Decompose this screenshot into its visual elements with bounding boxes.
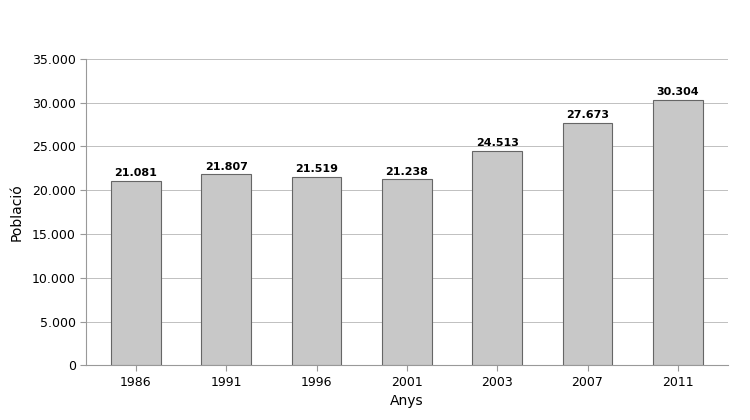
Bar <box>562 123 612 365</box>
Bar <box>382 179 432 365</box>
Y-axis label: Població: Població <box>10 183 23 241</box>
Bar <box>111 181 160 365</box>
Text: 21.081: 21.081 <box>115 168 158 178</box>
Text: 21.519: 21.519 <box>295 164 338 174</box>
Text: Demografia: Demografia <box>9 11 155 31</box>
Bar <box>292 177 341 365</box>
Text: 27.673: 27.673 <box>566 110 609 121</box>
Bar <box>472 151 522 365</box>
Text: 24.513: 24.513 <box>476 138 519 148</box>
Text: 21.238: 21.238 <box>386 167 428 177</box>
X-axis label: Anys: Anys <box>390 394 424 408</box>
Text: 21.807: 21.807 <box>205 162 248 172</box>
Bar <box>653 100 703 365</box>
Text: 30.304: 30.304 <box>656 87 699 97</box>
Bar <box>202 174 251 365</box>
